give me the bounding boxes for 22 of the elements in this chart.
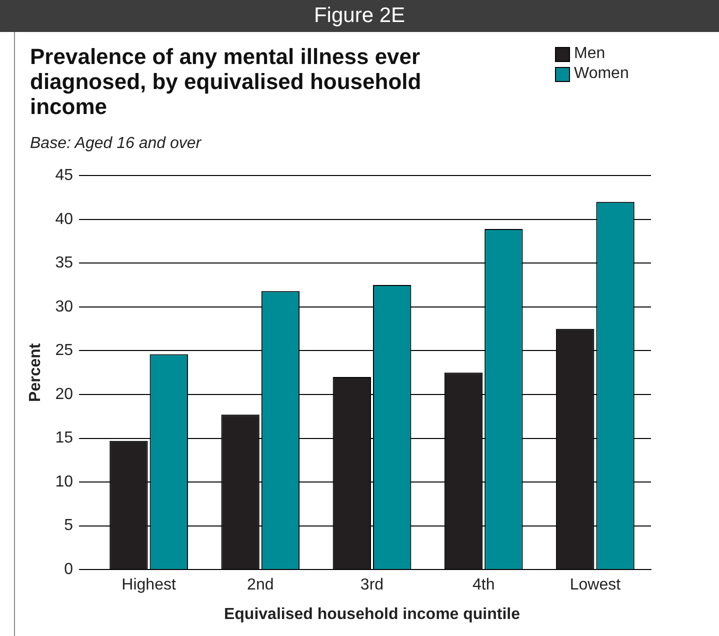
text: Base: Aged 16 and over	[30, 135, 202, 153]
chart-title: Figure 2E	[0, 0, 719, 32]
x-tick-label: 3rd	[360, 576, 384, 594]
y-tick-label: 5	[64, 517, 74, 534]
y-tick-label: 15	[55, 430, 74, 447]
x-axis-title: Equivalised household income quintile	[224, 606, 520, 623]
y-tick-label: 0	[64, 561, 74, 578]
chart-subtitle: Prevalence of any mental illness ever diagnosed, by equivalised household income	[30, 44, 422, 119]
y-tick-label: 40	[55, 210, 74, 228]
y-tick-label: 35	[55, 254, 74, 272]
y-tick-label: 30	[55, 298, 74, 316]
y-axis-title: Percent	[27, 342, 44, 402]
y-tick-label: 10	[55, 473, 74, 490]
x-tick-label: Lowest	[570, 576, 622, 594]
y-tick-label: 20	[55, 386, 74, 403]
x-tick-label: 4th	[472, 576, 495, 594]
legend-label: Women	[574, 65, 629, 83]
y-tick-label: 25	[55, 342, 74, 360]
y-tick-label: 45	[55, 167, 74, 184]
x-tick-label: 2nd	[247, 576, 274, 594]
legend-label: Men	[574, 45, 606, 63]
x-tick-label: Highest	[122, 576, 176, 594]
